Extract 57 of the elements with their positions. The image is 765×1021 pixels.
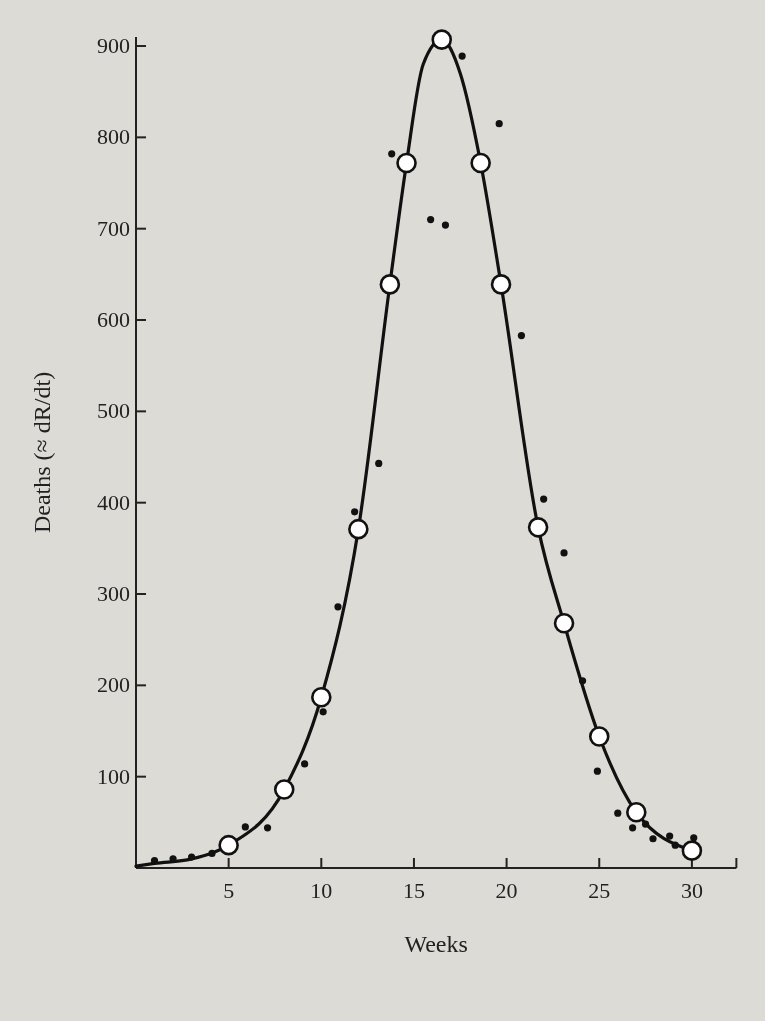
point xyxy=(388,150,396,158)
x-tick-label: 10 xyxy=(310,878,333,903)
point xyxy=(241,823,249,831)
point xyxy=(666,832,674,840)
y-tick-label: 400 xyxy=(97,489,130,515)
point xyxy=(490,274,512,295)
point xyxy=(263,824,272,832)
x-axis-title: Weeks xyxy=(404,931,468,957)
point xyxy=(629,824,637,832)
point xyxy=(649,835,657,843)
y-tick-label: 900 xyxy=(97,33,130,59)
point xyxy=(311,686,332,708)
point xyxy=(396,152,417,174)
x-tick-label: 30 xyxy=(680,878,703,903)
x-tick-label: 15 xyxy=(402,878,425,903)
x-tick-label: 20 xyxy=(495,878,518,903)
point xyxy=(681,840,703,861)
point xyxy=(218,834,239,856)
point xyxy=(351,508,359,516)
point xyxy=(208,849,216,857)
y-tick-label: 200 xyxy=(97,672,130,698)
point xyxy=(671,841,679,849)
point xyxy=(441,221,450,229)
point xyxy=(540,495,548,503)
point xyxy=(495,120,503,128)
point xyxy=(431,29,453,50)
point xyxy=(379,274,401,295)
point xyxy=(301,760,309,768)
point xyxy=(319,708,327,716)
point xyxy=(517,331,526,340)
point xyxy=(553,612,575,634)
x-tick-label: 5 xyxy=(223,878,235,903)
y-tick-label: 600 xyxy=(97,307,130,333)
point xyxy=(614,809,622,817)
point xyxy=(375,459,383,468)
point xyxy=(273,779,295,800)
point xyxy=(427,215,435,224)
point xyxy=(458,52,466,60)
point xyxy=(578,677,587,685)
y-axis-title: Deaths (≈ dR/dt) xyxy=(29,371,55,534)
x-tick-label: 25 xyxy=(588,878,611,903)
point xyxy=(593,767,601,775)
y-tick-label: 700 xyxy=(97,215,130,241)
point xyxy=(588,726,610,747)
point xyxy=(334,603,342,611)
point xyxy=(527,517,549,538)
point xyxy=(187,853,196,861)
point xyxy=(626,801,647,823)
point xyxy=(690,834,698,842)
point xyxy=(348,518,369,540)
point xyxy=(641,820,650,828)
y-tick-label: 300 xyxy=(97,581,130,607)
y-tick-label: 500 xyxy=(97,398,130,424)
point xyxy=(470,152,491,174)
point xyxy=(560,549,568,557)
y-tick-label: 800 xyxy=(97,124,130,150)
y-tick-label: 100 xyxy=(97,763,130,789)
